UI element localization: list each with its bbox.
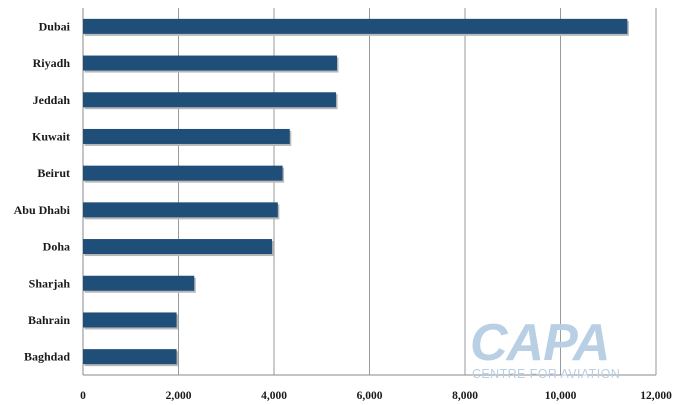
category-labels: Dubai Riyadh Jeddah Kuwait Beirut Abu Dhabi Do… bbox=[14, 19, 71, 363]
x-tick-label: 12,000 bbox=[640, 390, 672, 402]
x-tick-label: 8,000 bbox=[452, 390, 478, 402]
category-label: Baghdad bbox=[24, 350, 70, 364]
category-label: Riyadh bbox=[33, 56, 71, 70]
x-tick-label: 10,000 bbox=[545, 390, 577, 402]
capa-logo: CAPA CENTRE FOR AVIATION bbox=[470, 314, 620, 381]
x-tick-labels: 0 2,000 4,000 6,000 8,000 10,000 12,000 bbox=[80, 390, 672, 402]
category-label: Jeddah bbox=[33, 93, 71, 107]
category-label: Abu Dhabi bbox=[14, 203, 71, 217]
bar-kuwait bbox=[83, 128, 290, 144]
category-label: Beirut bbox=[37, 166, 70, 180]
bar-beirut bbox=[83, 165, 283, 181]
category-label: Kuwait bbox=[32, 129, 70, 143]
x-tick-label: 6,000 bbox=[357, 390, 383, 402]
bar-bahrain bbox=[83, 312, 177, 328]
bar-jeddah bbox=[83, 92, 337, 108]
bar-riyadh bbox=[83, 55, 338, 71]
category-label: Sharjah bbox=[29, 276, 71, 290]
category-label: Dubai bbox=[39, 19, 71, 33]
logo-sub-text: CENTRE FOR AVIATION bbox=[472, 367, 620, 381]
logo-main-text: CAPA bbox=[470, 314, 609, 372]
bars bbox=[83, 18, 629, 367]
bar-doha bbox=[83, 239, 273, 255]
x-tick-label: 2,000 bbox=[166, 390, 192, 402]
category-label: Bahrain bbox=[28, 313, 70, 327]
x-tick-label: 4,000 bbox=[261, 390, 287, 402]
category-label: Doha bbox=[43, 240, 70, 254]
x-tick-label: 0 bbox=[80, 390, 86, 402]
bar-baghdad bbox=[83, 349, 177, 365]
bar-abu-dhabi bbox=[83, 202, 278, 218]
bar-sharjah bbox=[83, 275, 195, 291]
bar-dubai bbox=[83, 18, 628, 34]
